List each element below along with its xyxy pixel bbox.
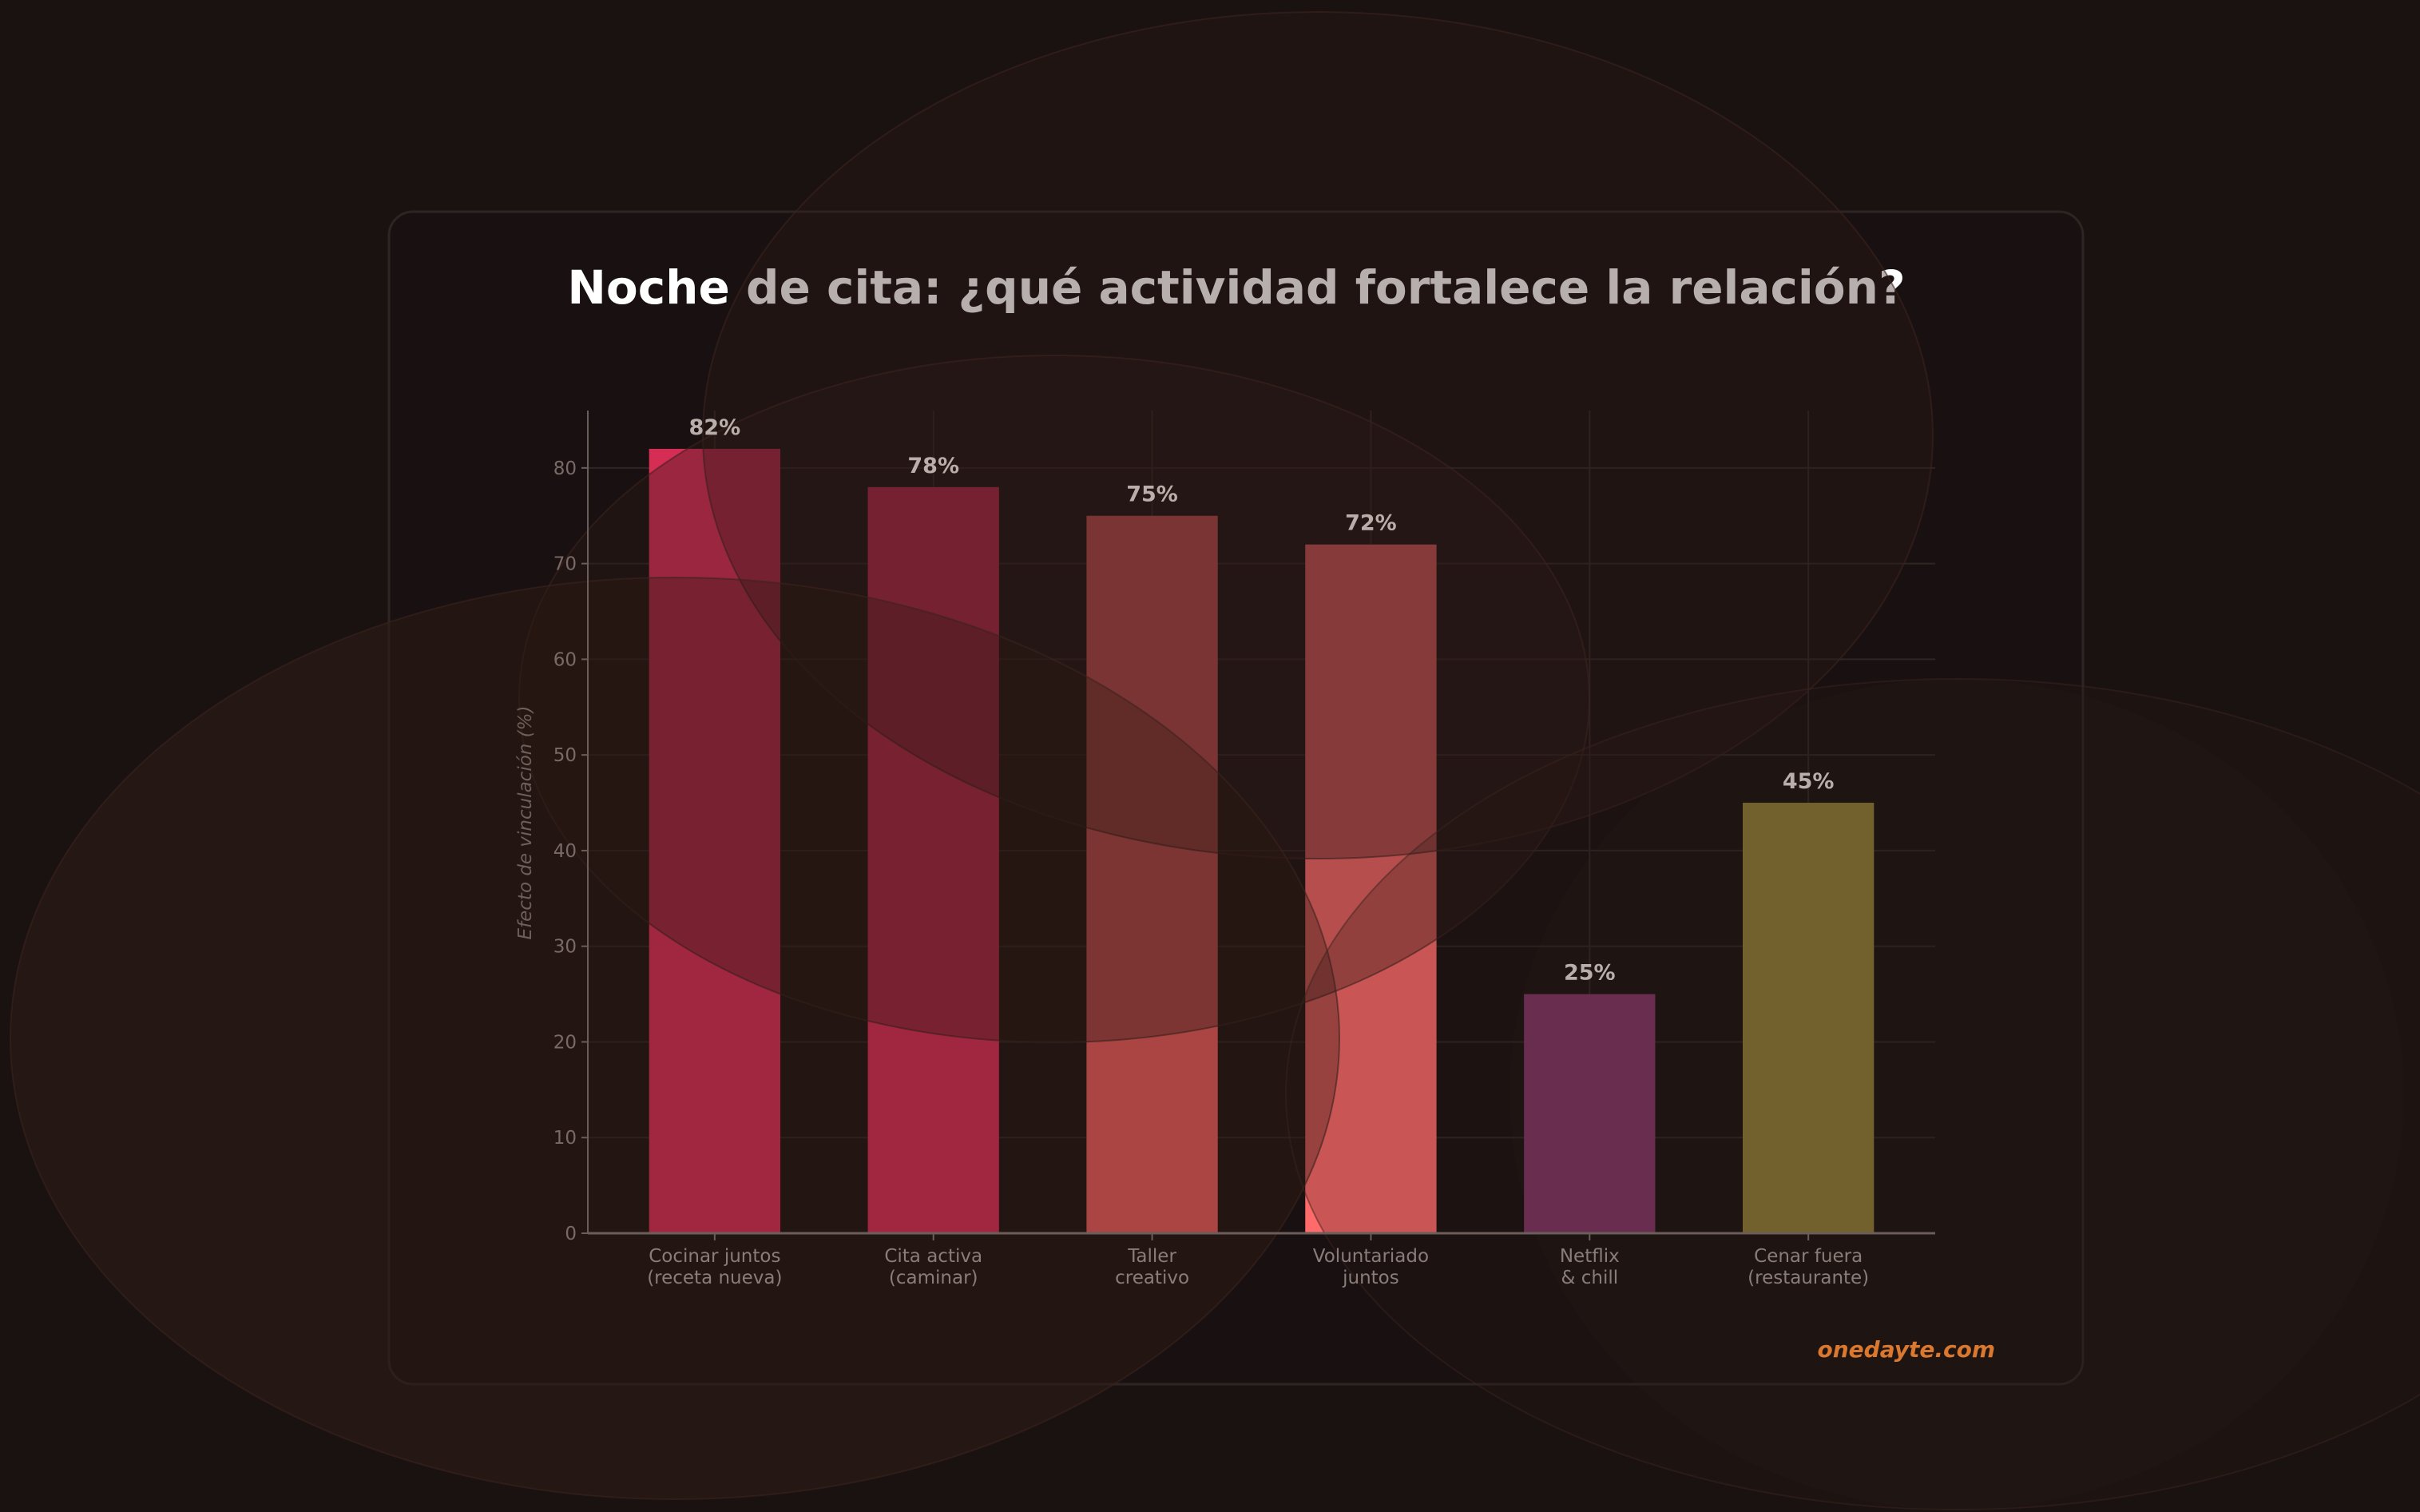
y-axis-label: Efecto de vinculación (%) — [515, 706, 536, 940]
bar — [1743, 803, 1875, 1233]
decorative-ellipse — [10, 577, 1340, 1500]
y-tick-label: 70 — [553, 554, 577, 575]
data-label: 75% — [1126, 482, 1178, 507]
y-tick-label: 0 — [565, 1224, 577, 1244]
bar — [649, 448, 780, 1233]
background-blob — [1510, 679, 2404, 1510]
x-tick-label: juntos — [1342, 1268, 1399, 1288]
chart-card — [387, 210, 2085, 1386]
x-tick-label: (caminar) — [889, 1268, 978, 1288]
y-tick-label: 10 — [553, 1128, 577, 1149]
y-tick-label: 20 — [553, 1032, 577, 1053]
y-tick-label: 60 — [553, 649, 577, 670]
y-tick-label: 40 — [553, 841, 577, 862]
x-tick-label: Taller — [1127, 1246, 1176, 1267]
data-label: 25% — [1564, 961, 1616, 986]
x-tick-label: Voluntariado — [1313, 1246, 1429, 1267]
data-label: 45% — [1783, 769, 1835, 794]
x-tick-label: creativo — [1115, 1268, 1189, 1288]
x-tick-label: (restaurante) — [1748, 1268, 1869, 1288]
decorative-ellipse — [1285, 678, 2420, 1510]
x-tick-label: Cita activa — [884, 1246, 982, 1267]
x-tick-label: (receta nueva) — [647, 1268, 782, 1288]
chart-title: Noche de cita: ¿qué actividad fortalece … — [567, 260, 1905, 315]
y-tick-label: 50 — [553, 745, 577, 766]
decorative-ellipse — [702, 11, 1934, 859]
x-tick-label: Cenar fuera — [1754, 1246, 1863, 1267]
watermark: onedayte.com — [1817, 1336, 1995, 1363]
x-tick-label: & chill — [1561, 1268, 1618, 1288]
y-tick-label: 80 — [553, 458, 577, 479]
bar — [1305, 544, 1437, 1233]
decorative-ellipse — [518, 355, 1590, 1043]
bar — [1086, 515, 1218, 1233]
data-label: 82% — [689, 415, 741, 440]
x-tick-label: Cocinar juntos — [649, 1246, 780, 1267]
data-label: 78% — [907, 454, 959, 478]
bar — [1524, 994, 1656, 1233]
x-tick-label: Netflix — [1560, 1246, 1620, 1267]
y-tick-label: 30 — [553, 937, 577, 958]
data-label: 72% — [1345, 511, 1397, 536]
bar — [867, 486, 999, 1233]
